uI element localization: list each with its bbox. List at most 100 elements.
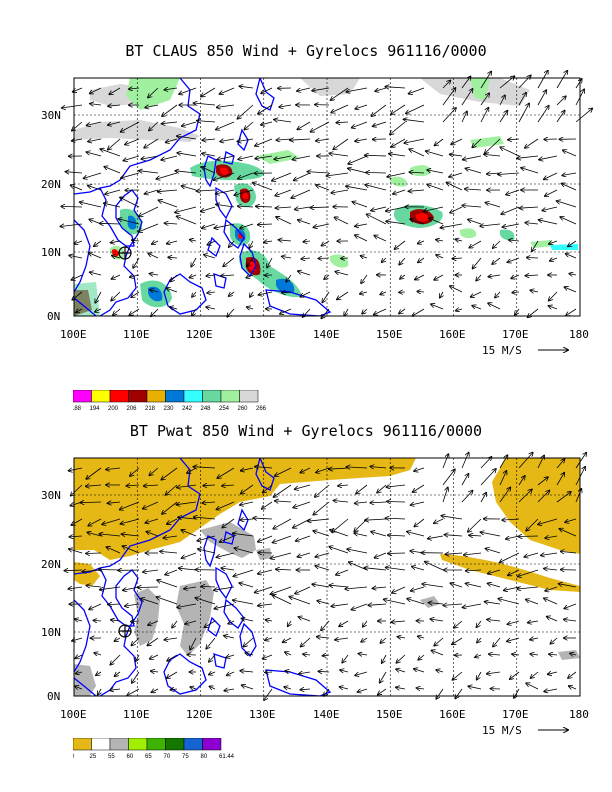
- wind-vector: [404, 138, 425, 143]
- colorbar-label: 80: [201, 754, 208, 760]
- wind-vector: [150, 274, 159, 275]
- wind-vector: [564, 619, 577, 621]
- wind-vector: [391, 104, 406, 114]
- wind-vector: [486, 549, 501, 554]
- wind-vector: [62, 104, 83, 108]
- wind-vector: [370, 502, 387, 503]
- wind-vector: [312, 584, 330, 588]
- colorbar-swatch: [183, 389, 203, 403]
- wind-vector: [290, 139, 311, 140]
- wind-vector: [167, 518, 178, 524]
- wind-vector: [430, 619, 444, 621]
- wind-vector: [417, 291, 425, 292]
- wind-vector: [515, 308, 520, 315]
- wind-vector: [517, 156, 539, 158]
- wind-vector: [340, 687, 349, 689]
- wind-vector: [560, 217, 577, 225]
- wind-vector: [203, 485, 216, 486]
- wind-vector: [108, 105, 121, 106]
- wind-vector: [518, 476, 525, 486]
- wind-vector: [406, 104, 425, 114]
- wind-vector: [88, 139, 102, 142]
- wind-vector: [206, 637, 216, 649]
- wind-vector: [371, 104, 387, 116]
- wind-vector: [308, 519, 330, 521]
- wind-vector: [276, 217, 292, 225]
- wind-vector: [454, 620, 463, 628]
- wind-vector: [253, 183, 273, 191]
- wind-vector: [202, 223, 216, 228]
- wind-vector: [234, 548, 254, 554]
- wind-vector: [120, 197, 140, 208]
- wind-vector: [365, 155, 387, 156]
- wind-vector: [566, 254, 577, 259]
- wind-vector: [204, 620, 216, 627]
- wind-vector: [131, 621, 140, 622]
- wind-vector: [209, 686, 216, 689]
- wind-vector: [442, 487, 448, 503]
- wind-vector: [499, 111, 508, 123]
- wind-vector: [264, 241, 273, 242]
- wind-vector: [191, 257, 197, 267]
- wind-vector: [550, 637, 558, 644]
- wind-vector: [442, 454, 448, 469]
- coastlines: [74, 78, 332, 316]
- wind-vector: [288, 620, 291, 626]
- wind-vector: [472, 138, 482, 147]
- wind-vector: [121, 121, 140, 132]
- wind-vector: [157, 580, 178, 588]
- wind-vector: [161, 467, 178, 480]
- wind-vector: [395, 240, 406, 249]
- wind-vector: [133, 257, 140, 268]
- wind-vector: [502, 223, 520, 227]
- lat-label-0n: 0N: [47, 690, 60, 703]
- wind-vector: [282, 292, 292, 293]
- wind-vector: [250, 291, 253, 297]
- lon-label-180: 180: [569, 328, 589, 341]
- wind-vector: [431, 650, 444, 656]
- wind-vector: [427, 185, 444, 191]
- wind-vector: [152, 241, 159, 244]
- wind-vector: [150, 290, 159, 292]
- wind-vector: [270, 586, 292, 594]
- wind-vector: [527, 258, 539, 259]
- colorbar-swatch: [202, 389, 222, 403]
- cloud-top-shading: [74, 78, 578, 316]
- wind-vector: [501, 206, 520, 214]
- wind-vector: [429, 603, 444, 604]
- wind-vector: [86, 485, 102, 486]
- wind-vector: [104, 167, 121, 174]
- wind-vector: [222, 518, 235, 528]
- wind-vector: [90, 272, 102, 275]
- wind-vector: [75, 619, 83, 621]
- wind-vector: [469, 535, 482, 536]
- wind-vector: [145, 105, 159, 108]
- wind-vector: [386, 221, 406, 225]
- wind-vector: [75, 686, 83, 689]
- wind-vector: [355, 502, 368, 503]
- wind-vector: [329, 153, 349, 157]
- wind-vector: [380, 637, 387, 643]
- wind-vector: [443, 604, 463, 605]
- wind-vector: [409, 190, 425, 191]
- wind-vector: [334, 217, 349, 225]
- wind-vector: [206, 307, 216, 309]
- wind-vector: [427, 170, 444, 174]
- wind-vector: [301, 637, 311, 647]
- wind-vector: [365, 185, 387, 191]
- wind-vector: [170, 689, 178, 690]
- wind-vector: [480, 457, 492, 469]
- wind-vector: [382, 654, 387, 663]
- wind-vector: [229, 291, 235, 296]
- wind-vector: [502, 519, 520, 520]
- wind-vector: [144, 138, 159, 148]
- wind-vector: [361, 256, 368, 258]
- wind-vector: [465, 189, 482, 190]
- wind-vector: [468, 518, 482, 532]
- wind-vector: [160, 551, 178, 553]
- wind-vector: [86, 586, 102, 588]
- wind-vector: [164, 88, 178, 90]
- wind-vector: [164, 638, 178, 640]
- wind-vector: [71, 274, 83, 280]
- wind-vector: [530, 638, 539, 640]
